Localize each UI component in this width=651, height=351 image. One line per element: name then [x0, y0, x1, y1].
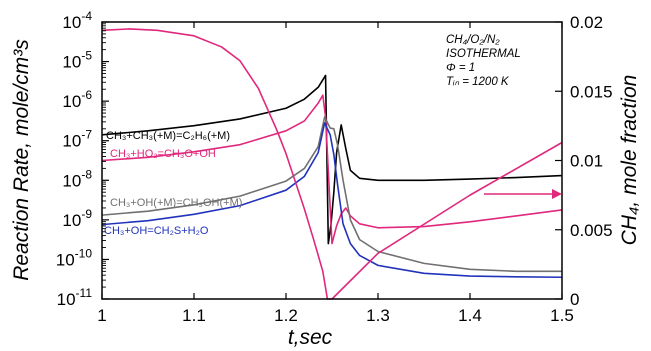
series-label-ch3-oh-ch2s: CH₃+OH=CH₂S+H₂O — [104, 225, 209, 237]
x-tick-label: 1.3 — [366, 306, 390, 325]
series-line-2 — [101, 116, 562, 273]
x-tick-label: 1.5 — [550, 306, 574, 325]
y2-tick-label: 0.02 — [570, 13, 603, 32]
annotation-tin: Tᵢₙ = 1200 K — [446, 76, 510, 88]
right-axis-arrow — [484, 189, 562, 199]
x-tick-label: 1.2 — [274, 306, 298, 325]
y2-tick-label: 0.01 — [570, 152, 603, 171]
series-line-4 — [101, 28, 563, 300]
y-tick-label: 10-8 — [62, 167, 92, 190]
series-label-ch3-oh-ch3oh: CH₃+OH(+M)=CH₃OH(+M) — [110, 197, 242, 209]
x-axis-title: t,sec — [288, 326, 333, 349]
y2-tick-label: 0 — [570, 290, 579, 309]
y2-axis-title: CH₄, mole fraction — [618, 75, 641, 246]
y-tick-label: 10-7 — [62, 128, 92, 151]
x-tick-label: 1.4 — [458, 306, 482, 325]
y-tick-label: 10-5 — [62, 49, 92, 72]
annotation-phi: Φ = 1 — [446, 62, 475, 74]
series-line-0 — [101, 74, 563, 245]
series-label-ch3-ch3-c2h6: CH₃+CH₃(+M)=C₂H₆(+M) — [106, 130, 230, 142]
y2-tick-label: 0.015 — [570, 82, 613, 101]
y-tick-label: 10-4 — [62, 9, 92, 32]
y-tick-label: 10-9 — [62, 207, 92, 230]
x-tick-label: 1 — [97, 306, 106, 325]
x-tick-label: 1.1 — [182, 306, 206, 325]
y-axis-title: Reaction Rate, mole/cm³s — [10, 39, 33, 281]
series-line-3 — [101, 122, 563, 279]
y-tick-label: 10-6 — [62, 88, 92, 111]
y-tick-label: 10-11 — [57, 286, 93, 309]
annotation-mixture: CH₄/O₂/N₂ — [446, 34, 500, 46]
y-tick-label: 10-10 — [56, 246, 93, 269]
series-label-ch3-ho2: CH₃+HO₂=CH₃O+OH — [110, 148, 216, 160]
y2-tick-label: 0.005 — [570, 221, 613, 240]
series-line-1 — [101, 94, 563, 245]
plot-frame — [101, 21, 563, 300]
annotation-mode: ISOTHERMAL — [446, 48, 521, 60]
